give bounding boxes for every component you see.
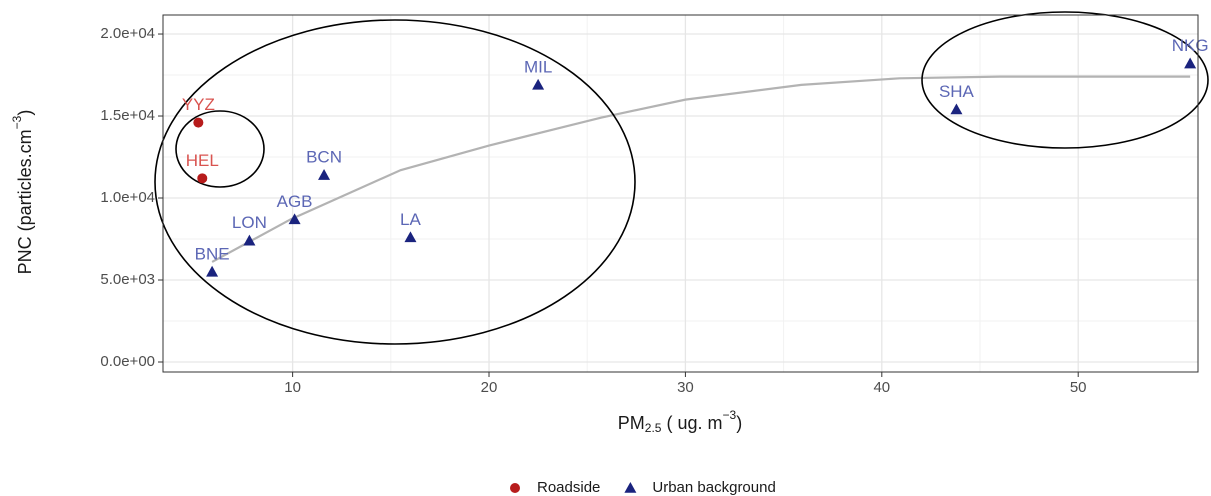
point <box>1184 57 1197 69</box>
y-title-part: PNC (particles.cm <box>15 129 35 274</box>
x-tick-label: 30 <box>677 379 694 396</box>
y-title-part: ) <box>15 110 35 116</box>
y-axis-title: PNC (particles.cm−3) <box>10 110 35 275</box>
point <box>193 117 204 128</box>
y-tick-label: 5.0e+03 <box>100 271 155 288</box>
y-tick-label: 0.0e+00 <box>100 353 155 370</box>
legend-label: Roadside <box>537 479 600 496</box>
point <box>288 213 301 225</box>
point-label: BNE <box>195 244 230 263</box>
point <box>532 78 545 90</box>
point-label: AGB <box>277 192 313 211</box>
point-label: YYZ <box>182 95 215 114</box>
group-ellipse <box>921 11 1209 149</box>
point-label: SHA <box>939 82 975 101</box>
point-label: NKG <box>1172 36 1209 55</box>
point-label: BCN <box>306 148 342 167</box>
point <box>404 231 417 243</box>
x-axis-title: PM2.5 ( ug. m−3) <box>618 408 742 435</box>
x-tick-label: 20 <box>481 379 498 396</box>
legend-key <box>510 483 520 493</box>
x-title-sub: 2.5 <box>645 421 662 435</box>
group-ellipse <box>175 110 265 188</box>
point <box>206 265 219 277</box>
x-title-part: ( ug. m <box>661 413 722 433</box>
legend-key <box>624 482 637 493</box>
y-tick-label: 1.5e+04 <box>100 107 155 124</box>
y-tick-label: 2.0e+04 <box>100 25 155 42</box>
point-label: LON <box>232 213 267 232</box>
point <box>197 173 208 184</box>
group-ellipse <box>154 19 636 345</box>
x-title-part: ) <box>736 413 742 433</box>
trend-line <box>211 75 1191 263</box>
point <box>318 169 331 180</box>
legend-label: Urban background <box>652 479 775 496</box>
x-tick-label: 50 <box>1070 379 1087 396</box>
x-tick-label: 40 <box>873 379 890 396</box>
point-label: HEL <box>186 151 219 170</box>
point <box>950 103 963 115</box>
x-tick-label: 10 <box>284 379 301 396</box>
y-tick-label: 1.0e+04 <box>100 189 155 206</box>
x-title-sup: −3 <box>723 408 737 422</box>
point <box>243 234 256 246</box>
point-label: MIL <box>524 57 552 76</box>
point-label: LA <box>400 210 421 229</box>
plot-border <box>162 14 1199 373</box>
y-title-sup: −3 <box>10 115 24 129</box>
x-title-part: PM <box>618 413 645 433</box>
plot-background <box>163 15 1198 372</box>
